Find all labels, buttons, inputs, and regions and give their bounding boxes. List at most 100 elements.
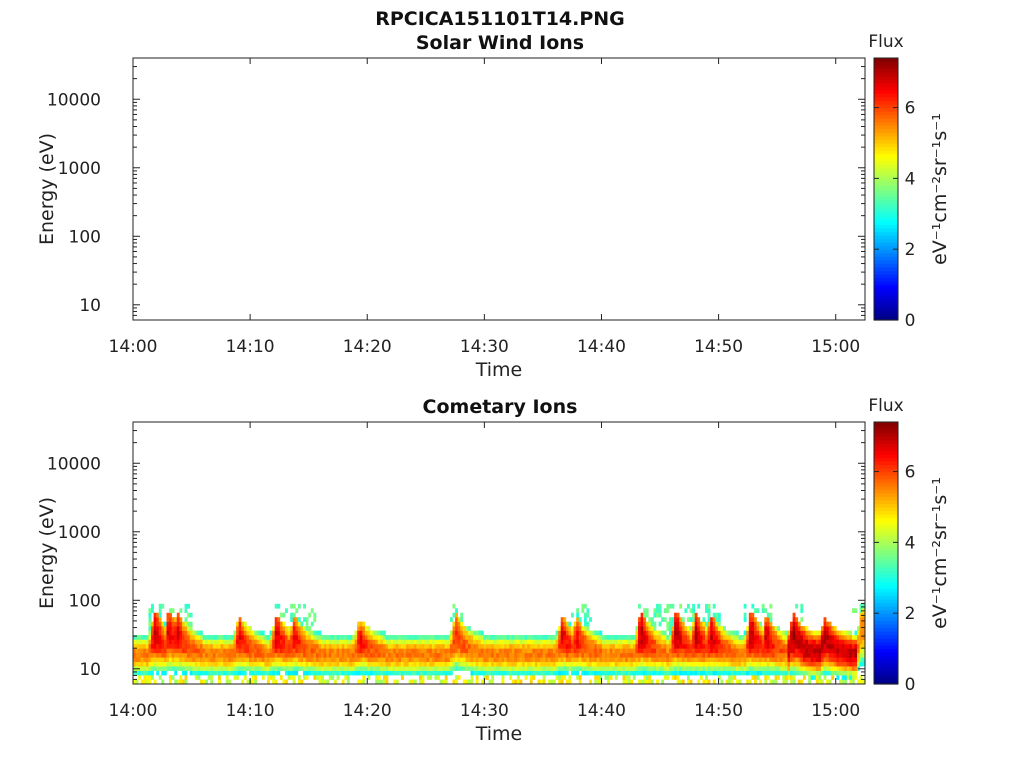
heatmap-cell xyxy=(460,612,464,618)
heatmap-cell xyxy=(857,639,860,645)
heatmap-cell xyxy=(748,639,752,645)
heatmap-cell xyxy=(151,670,154,676)
heatmap-cell xyxy=(715,657,719,663)
heatmap-cell xyxy=(277,635,281,640)
heatmap-cell xyxy=(784,635,788,640)
heatmap-cell xyxy=(645,675,649,680)
heatmap-cell xyxy=(431,657,435,663)
heatmap-cell xyxy=(823,630,827,636)
colorbar-segment xyxy=(874,199,898,204)
heatmap-cell xyxy=(769,626,773,631)
heatmap-cell xyxy=(336,639,340,645)
heatmap-cell xyxy=(697,670,701,676)
heatmap-cell xyxy=(462,666,466,671)
heatmap-cell xyxy=(805,648,809,654)
heatmap-cell xyxy=(207,639,211,645)
heatmap-cell xyxy=(630,639,634,645)
heatmap-cell xyxy=(668,621,672,627)
heatmap-cell xyxy=(820,661,824,667)
heatmap-cell xyxy=(272,639,276,645)
heatmap-cell xyxy=(279,621,283,627)
heatmap-cell xyxy=(792,657,796,663)
heatmap-cell xyxy=(300,661,304,667)
heatmap-cell xyxy=(826,626,829,631)
heatmap-cell xyxy=(854,652,858,658)
heatmap-cell xyxy=(728,661,732,667)
heatmap-cell xyxy=(540,639,543,645)
heatmap-cell xyxy=(784,630,788,636)
heatmap-cell xyxy=(859,630,863,636)
heatmap-cell xyxy=(784,657,788,663)
heatmap-cell xyxy=(148,675,152,680)
heatmap-cell xyxy=(439,648,443,654)
colorbar-segment xyxy=(874,485,898,490)
heatmap-cell xyxy=(815,652,819,658)
heatmap-cell xyxy=(578,621,582,627)
heatmap-cell xyxy=(426,643,430,649)
heatmap-cell xyxy=(725,657,729,663)
heatmap-cell xyxy=(723,661,726,667)
heatmap-cell xyxy=(236,639,239,645)
heatmap-cell xyxy=(563,657,567,663)
heatmap-cell xyxy=(277,648,281,654)
heatmap-cell xyxy=(648,679,652,685)
heatmap-cell xyxy=(181,661,185,667)
heatmap-cell xyxy=(372,657,376,663)
heatmap-cell xyxy=(367,630,371,636)
heatmap-cell xyxy=(359,626,363,631)
heatmap-cell xyxy=(488,652,492,658)
heatmap-cell xyxy=(354,648,358,654)
heatmap-cell xyxy=(238,626,242,631)
heatmap-cell xyxy=(357,626,361,631)
heatmap-cell xyxy=(777,626,781,631)
heatmap-cell xyxy=(627,635,631,640)
heatmap-cell xyxy=(753,643,757,649)
heatmap-cell xyxy=(408,652,412,658)
heatmap-cell xyxy=(797,626,801,631)
heatmap-cell xyxy=(370,666,373,671)
heatmap-cell xyxy=(202,635,206,640)
heatmap-cell xyxy=(419,652,422,658)
heatmap-cell xyxy=(671,603,675,609)
heatmap-cell xyxy=(583,603,587,609)
heatmap-cell xyxy=(710,621,714,627)
heatmap-cell xyxy=(779,643,783,649)
heatmap-cell xyxy=(746,657,750,663)
heatmap-cell xyxy=(424,661,428,667)
heatmap-cell xyxy=(753,635,757,640)
heatmap-cell xyxy=(720,679,724,685)
heatmap-cell xyxy=(449,652,453,658)
heatmap-cell xyxy=(594,657,598,663)
heatmap-cell xyxy=(527,652,531,658)
heatmap-cell xyxy=(452,603,456,609)
heatmap-cell xyxy=(550,635,554,640)
heatmap-cell xyxy=(424,635,428,640)
heatmap-cell xyxy=(710,661,714,667)
heatmap-cell xyxy=(831,652,835,658)
heatmap-cell xyxy=(808,657,811,663)
heatmap-cell xyxy=(501,666,505,671)
heatmap-cell xyxy=(831,661,835,667)
heatmap-cell xyxy=(671,630,675,636)
heatmap-cell xyxy=(367,635,371,640)
heatmap-cell xyxy=(452,657,456,663)
heatmap-cell xyxy=(135,657,139,663)
heatmap-cell xyxy=(460,643,464,649)
heatmap-cell xyxy=(859,661,863,667)
heatmap-cell xyxy=(573,652,577,658)
heatmap-cell xyxy=(674,639,677,645)
heatmap-cell xyxy=(542,679,546,685)
heatmap-cell xyxy=(666,643,670,649)
heatmap-cell xyxy=(437,635,440,640)
heatmap-cell xyxy=(336,643,340,649)
heatmap-cell xyxy=(449,643,453,649)
heatmap-cell xyxy=(236,657,239,663)
heatmap-cell xyxy=(287,648,291,654)
heatmap-cell xyxy=(408,648,412,654)
heatmap-cell xyxy=(568,661,572,667)
heatmap-cell xyxy=(174,626,178,631)
heatmap-cell xyxy=(429,657,433,663)
heatmap-cell xyxy=(264,657,268,663)
heatmap-cell xyxy=(826,652,829,658)
heatmap-cell xyxy=(176,648,180,654)
